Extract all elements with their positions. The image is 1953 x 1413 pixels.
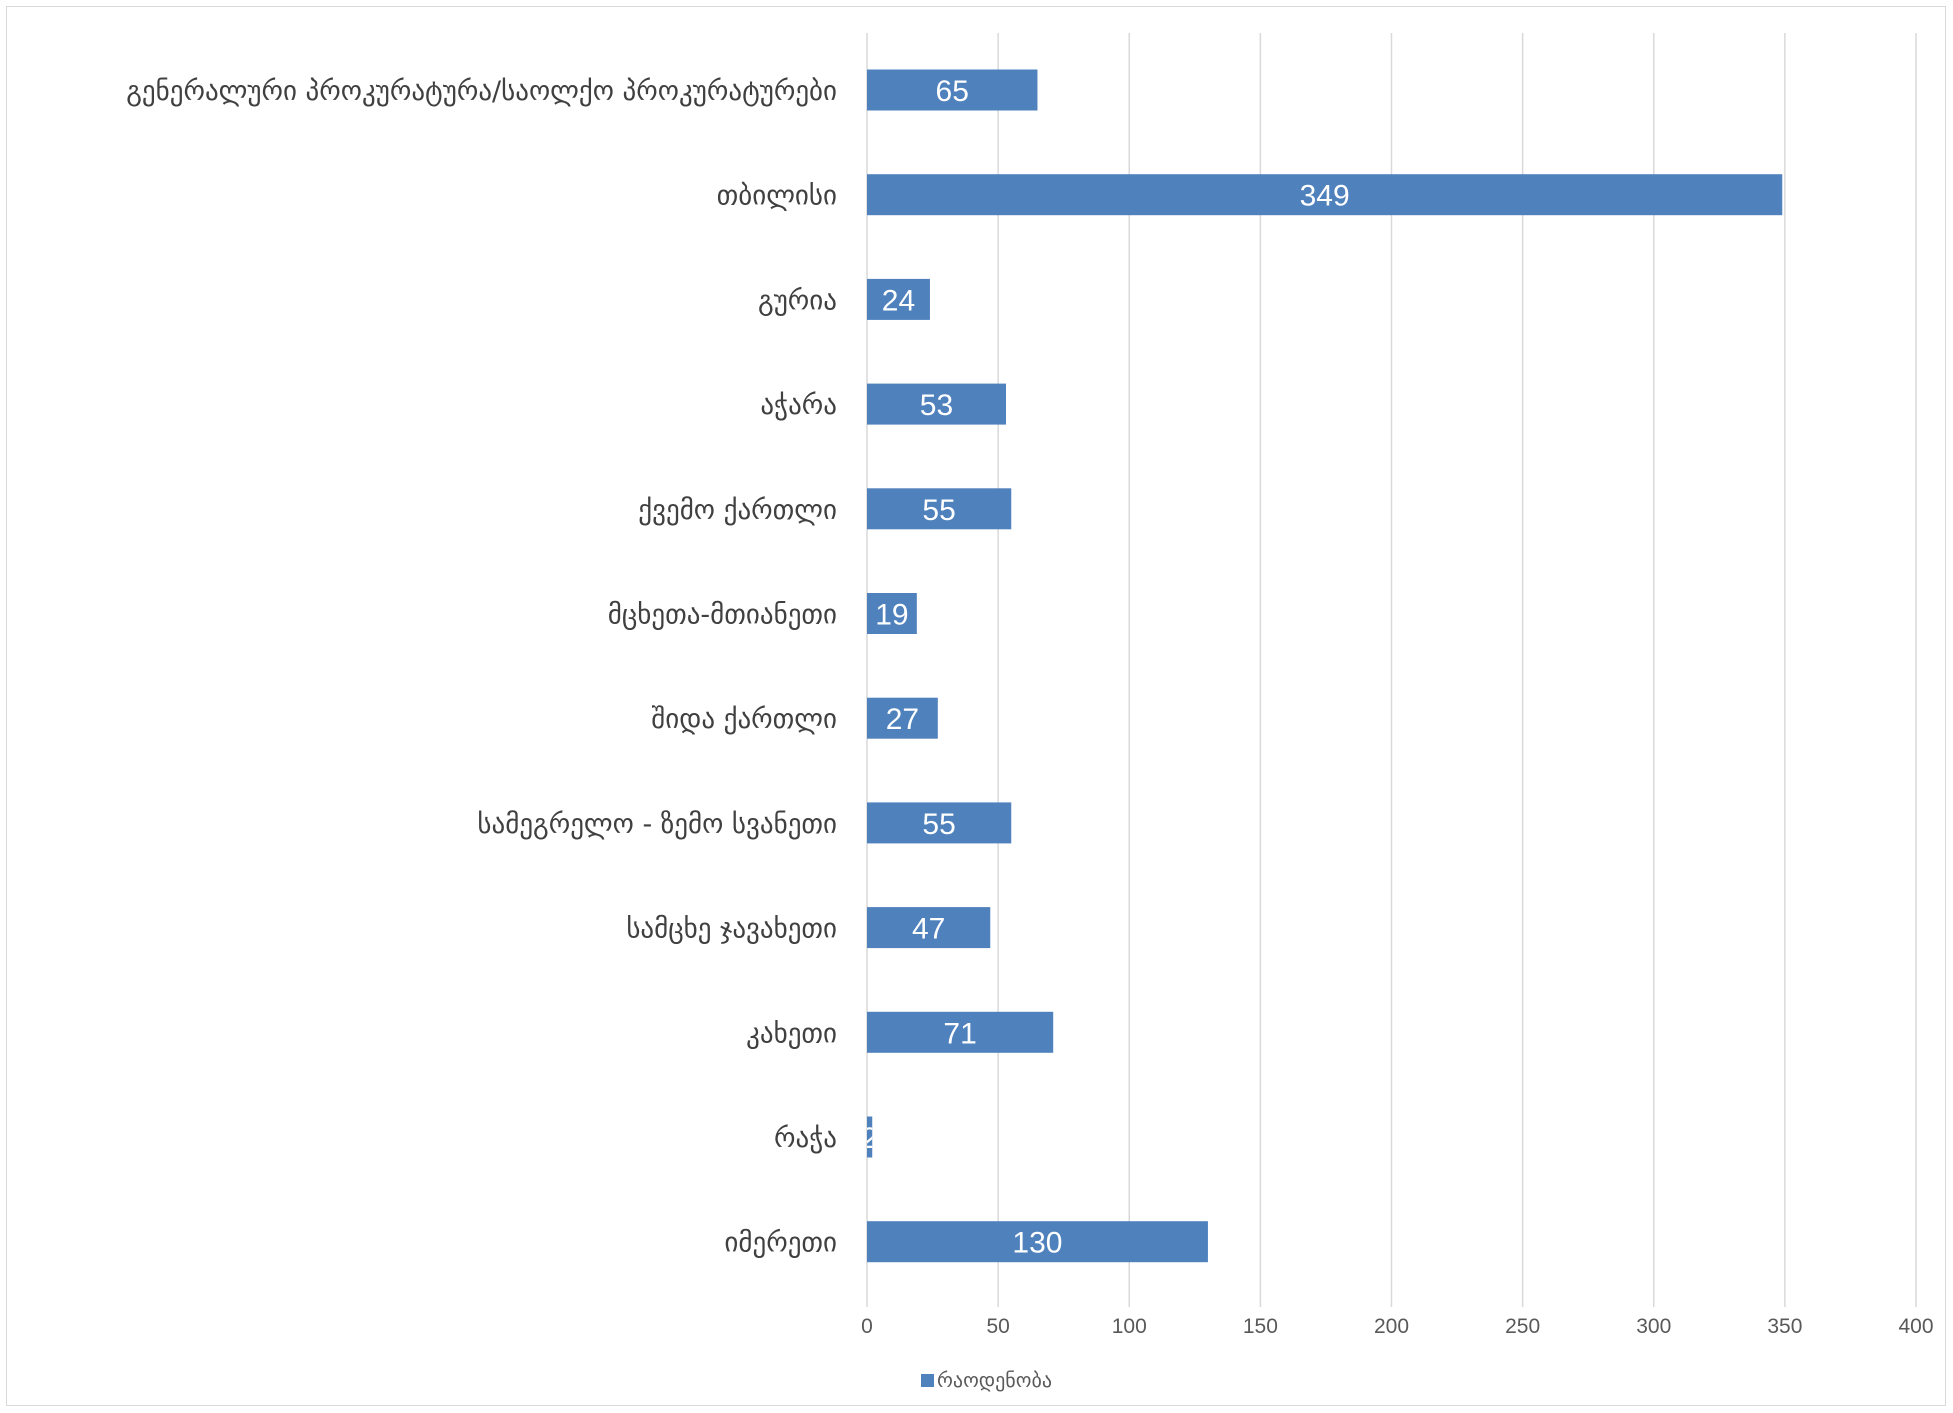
bar	[867, 593, 917, 634]
category-label: მცხეთა-მთიანეთი	[608, 600, 837, 631]
bar	[867, 1116, 873, 1158]
bar-data-label: 55	[922, 494, 955, 527]
bar-data-label: 2	[861, 1122, 878, 1155]
bar	[867, 1221, 1208, 1263]
x-tick-label: 400	[1898, 1315, 1933, 1338]
bar-data-label: 130	[1012, 1227, 1062, 1260]
category-label: ქვემო ქართლი	[638, 495, 837, 526]
category-labels: გენერალური პროკურატურა/საოლქო პროკურატურ…	[126, 76, 837, 1259]
x-tick-label: 350	[1767, 1315, 1802, 1338]
x-tick-label: 200	[1374, 1315, 1409, 1338]
category-label: კახეთი	[746, 1018, 837, 1049]
bar-data-label: 55	[922, 808, 955, 841]
bar	[867, 488, 1012, 530]
bar-data-label: 47	[912, 913, 945, 946]
bar-data-label: 19	[875, 599, 908, 632]
bar	[867, 278, 930, 320]
bar-data-label: 65	[936, 75, 969, 108]
bar	[867, 174, 1783, 216]
bar-data-label: 71	[943, 1017, 976, 1050]
x-axis-ticks: 0 50 100 150 200 250 300 350 400	[861, 1315, 1933, 1338]
bar	[867, 907, 991, 949]
gridlines	[866, 33, 1917, 1307]
x-tick-label: 150	[1243, 1315, 1278, 1338]
category-label: გურია	[758, 285, 837, 316]
bar-chart: 65 349 24 53 55 19 27 55 47 71 2 130 გენერალური პრო…	[126, 33, 1934, 1392]
bar	[867, 69, 1038, 111]
legend: რაოდენობა	[921, 1368, 1052, 1392]
bar	[867, 697, 938, 739]
bar-data-label: 349	[1300, 180, 1350, 213]
legend-swatch	[921, 1374, 934, 1387]
category-label: სამეგრელო - ზემო სვანეთი	[477, 809, 837, 840]
category-label: გენერალური პროკურატურა/საოლქო პროკურატურ…	[126, 76, 837, 107]
category-label: რაჭა	[774, 1123, 837, 1154]
bar-data-label: 27	[886, 703, 919, 736]
category-label: შიდა ქართლი	[651, 704, 837, 735]
bar-data-label: 53	[920, 389, 953, 422]
bar	[867, 802, 1012, 844]
x-tick-label: 250	[1505, 1315, 1540, 1338]
category-label: აჭარა	[760, 390, 837, 421]
bar-data-label: 24	[882, 284, 915, 317]
x-tick-label: 100	[1112, 1315, 1147, 1338]
category-label: სამცხე ჯავახეთი	[626, 914, 837, 945]
category-label: თბილისი	[717, 181, 837, 212]
x-tick-label: 50	[986, 1315, 1009, 1338]
bars: 65 349 24 53 55 19 27 55 47 71 2 130	[861, 69, 1783, 1263]
x-tick-label: 0	[861, 1315, 873, 1338]
bar	[867, 383, 1006, 425]
chart-frame: 65 349 24 53 55 19 27 55 47 71 2 130 გენერალური პრო…	[6, 6, 1946, 1406]
legend-label: რაოდენობა	[937, 1368, 1052, 1392]
x-tick-label: 300	[1636, 1315, 1671, 1338]
bar	[867, 1011, 1054, 1053]
category-label: იმერეთი	[724, 1228, 837, 1259]
